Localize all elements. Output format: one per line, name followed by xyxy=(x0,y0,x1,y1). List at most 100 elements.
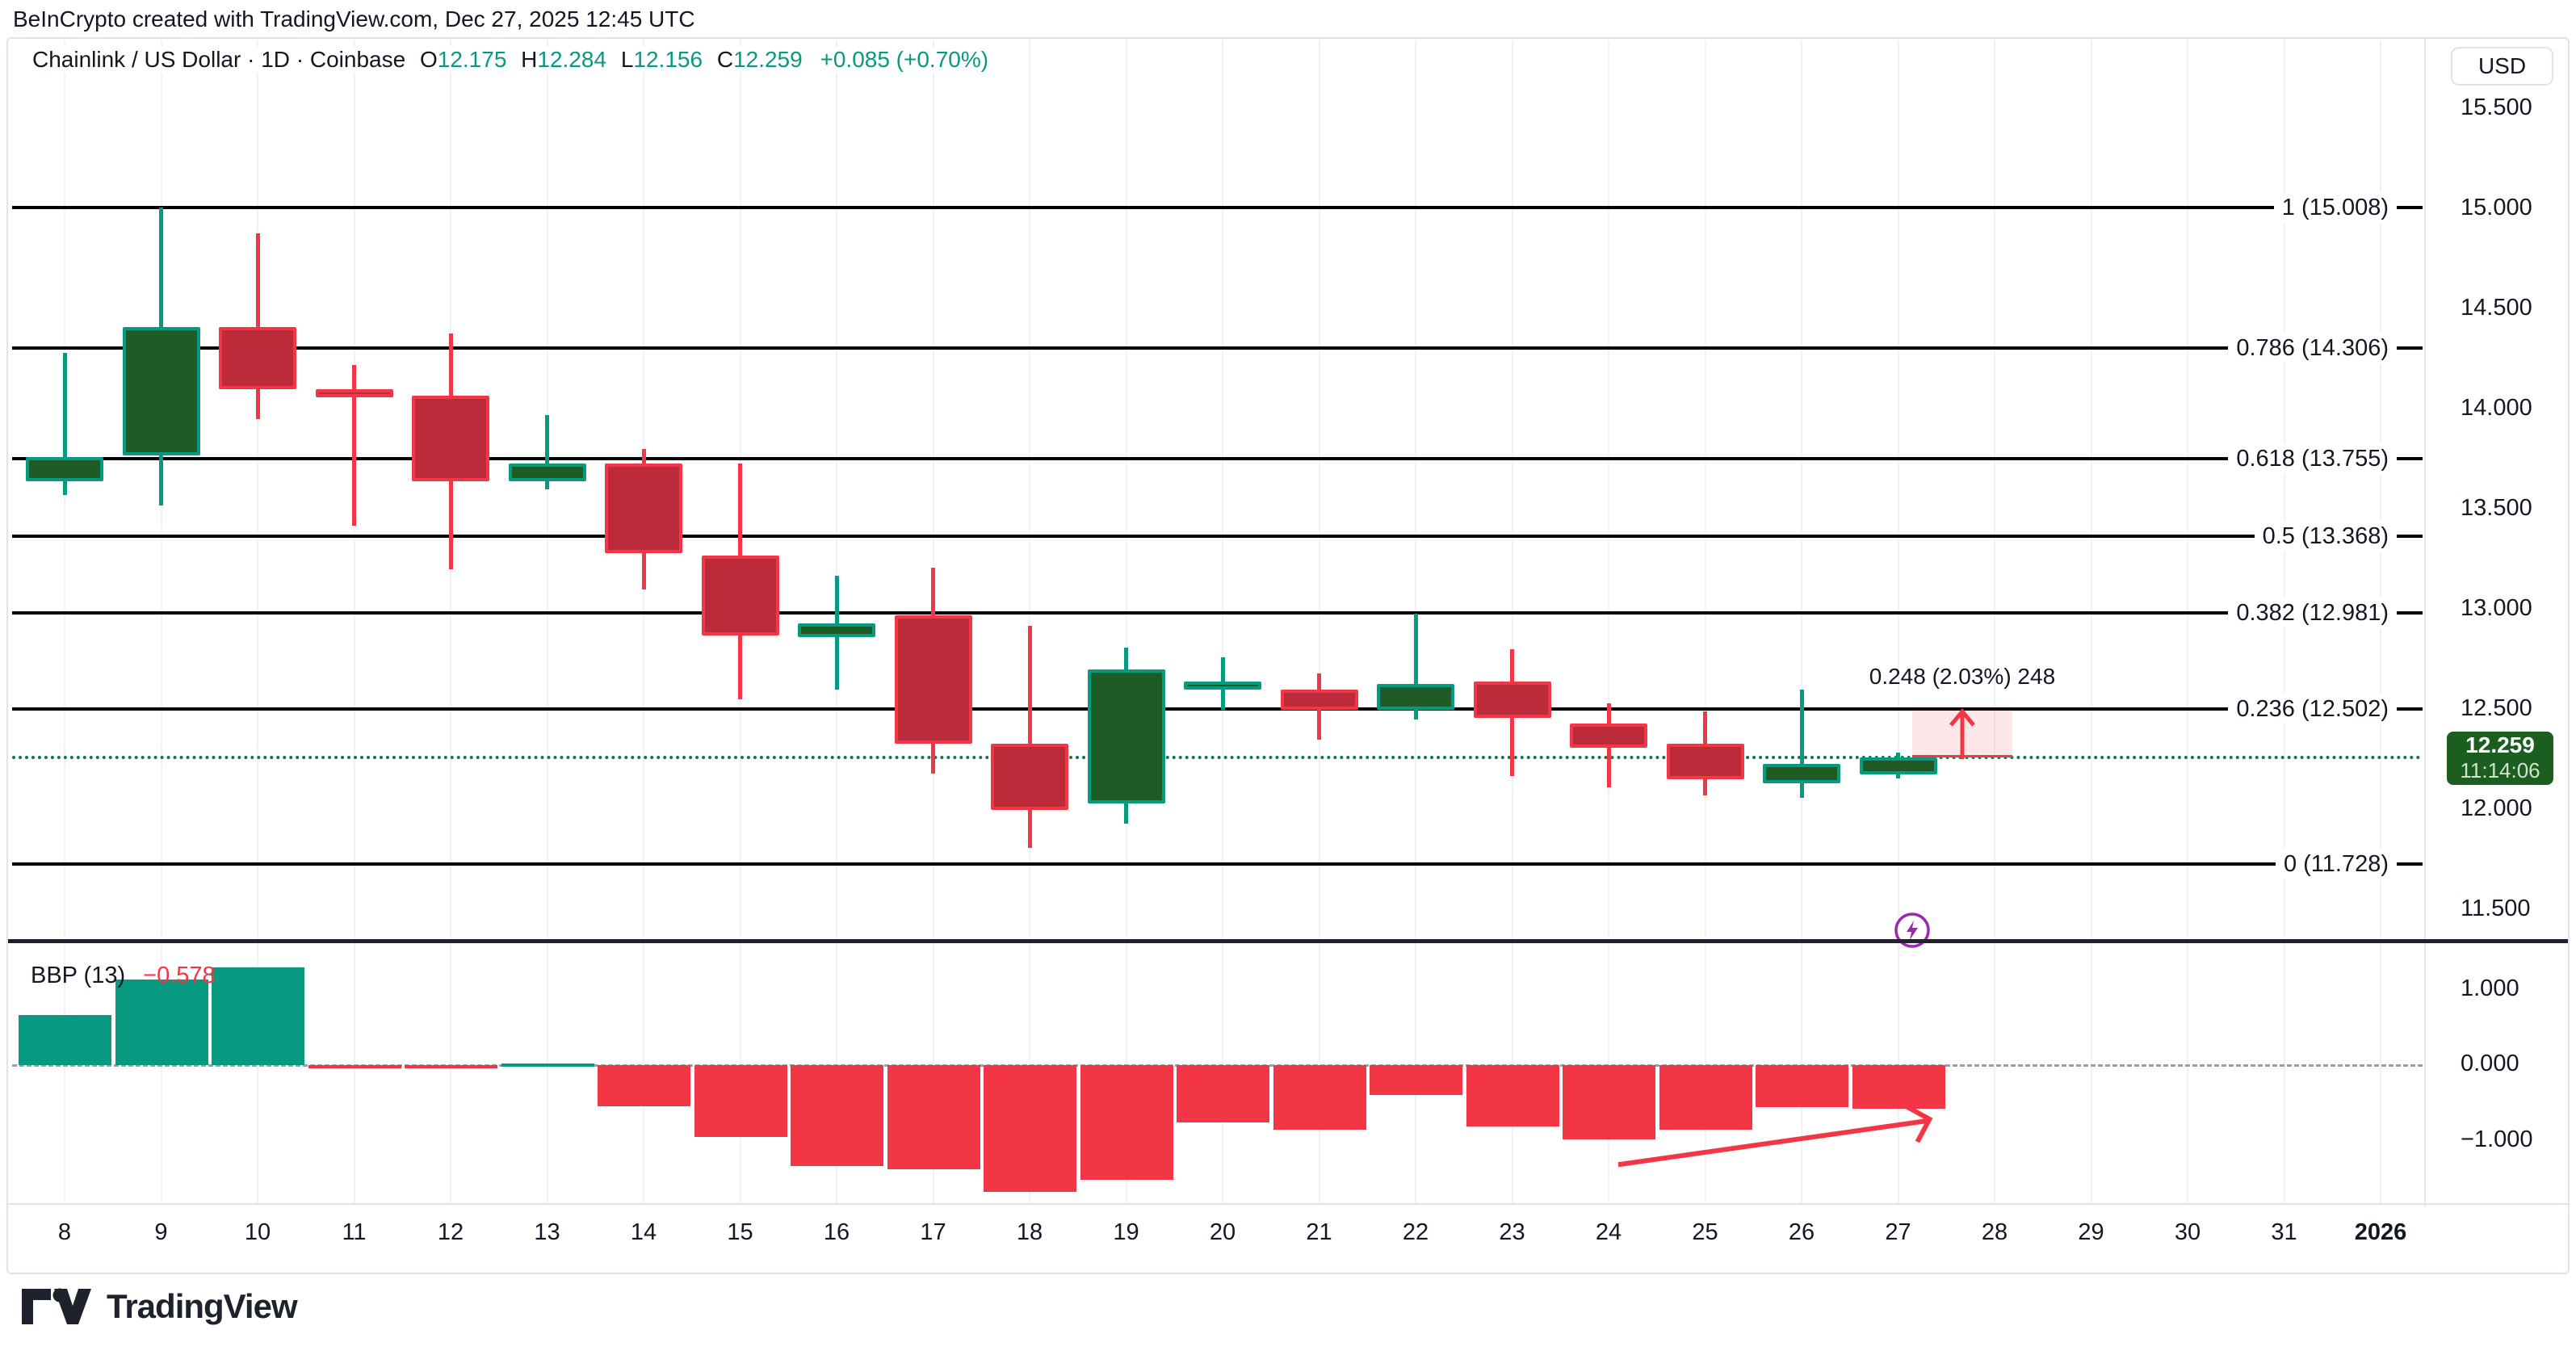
candle-wick xyxy=(545,415,549,490)
fib-retracement-line[interactable] xyxy=(12,707,2423,711)
time-axis-label[interactable]: 22 xyxy=(1402,1219,1429,1245)
bbp-trend-arrow[interactable] xyxy=(1610,1097,1951,1189)
bbp-histogram-bar[interactable] xyxy=(1466,1065,1559,1126)
candlestick[interactable] xyxy=(1859,757,1937,775)
bbp-histogram-bar[interactable] xyxy=(501,1063,594,1068)
bbp-histogram-bar[interactable] xyxy=(1080,1065,1173,1181)
time-axis-label[interactable]: 30 xyxy=(2174,1219,2201,1245)
time-axis-label[interactable]: 9 xyxy=(154,1219,168,1245)
time-axis-label[interactable]: 23 xyxy=(1499,1219,1525,1245)
candlestick[interactable] xyxy=(1666,743,1744,780)
bbp-indicator-legend[interactable]: BBP (13) −0.578 xyxy=(31,963,216,989)
bbp-histogram-bar[interactable] xyxy=(1756,1065,1848,1108)
vertical-gridline xyxy=(1801,40,1802,1203)
time-axis-label[interactable]: 27 xyxy=(1885,1219,1911,1245)
tradingview-logo[interactable]: TradingView xyxy=(21,1287,298,1326)
bbp-histogram-bar[interactable] xyxy=(19,1015,111,1065)
candlestick[interactable] xyxy=(1763,763,1840,784)
fib-level-label: 0.618 (13.755) xyxy=(2228,443,2397,474)
bbp-histogram-bar[interactable] xyxy=(1852,1065,1945,1110)
candlestick[interactable] xyxy=(991,743,1068,810)
time-axis-label[interactable]: 19 xyxy=(1113,1219,1139,1245)
projection-up-arrow-icon[interactable] xyxy=(1946,706,1978,761)
candlestick[interactable] xyxy=(605,463,682,554)
vertical-gridline xyxy=(1125,40,1127,1203)
bbp-histogram-bar[interactable] xyxy=(598,1065,690,1107)
price-axis-tick: 12.000 xyxy=(2461,795,2532,821)
time-axis-label[interactable]: 8 xyxy=(57,1219,72,1245)
bbp-histogram-bar[interactable] xyxy=(887,1065,980,1170)
symbol-title[interactable]: Chainlink / US Dollar · 1D · Coinbase xyxy=(32,47,406,72)
vertical-gridline xyxy=(2090,40,2092,1203)
candlestick[interactable] xyxy=(26,457,103,482)
time-axis-label[interactable]: 2026 xyxy=(2354,1219,2407,1245)
bbp-histogram-bar[interactable] xyxy=(1659,1065,1752,1131)
time-axis-label[interactable]: 13 xyxy=(534,1219,560,1245)
time-axis-label[interactable]: 18 xyxy=(1016,1219,1043,1245)
fib-retracement-line[interactable] xyxy=(12,457,2423,460)
candlestick[interactable] xyxy=(1473,682,1551,718)
candlestick[interactable] xyxy=(701,555,779,636)
candle-wick xyxy=(255,233,260,420)
fib-level-label: 0.382 (12.981) xyxy=(2228,598,2397,628)
bbp-histogram-bar[interactable] xyxy=(1370,1065,1462,1096)
ohlc-high-label: H xyxy=(521,47,538,72)
time-axis-label[interactable]: 16 xyxy=(823,1219,850,1245)
time-axis-label[interactable]: 29 xyxy=(2078,1219,2104,1245)
bbp-histogram-bar[interactable] xyxy=(694,1065,787,1137)
bbp-histogram-bar[interactable] xyxy=(308,1065,401,1068)
ohlc-low-label: L xyxy=(620,47,634,72)
fib-retracement-line[interactable] xyxy=(12,206,2423,209)
candlestick[interactable] xyxy=(508,463,586,482)
time-axis-label[interactable]: 24 xyxy=(1595,1219,1622,1245)
candlestick[interactable] xyxy=(798,623,875,638)
fib-retracement-line[interactable] xyxy=(12,862,2423,866)
bbp-axis-tick: −1.000 xyxy=(2461,1126,2533,1152)
time-axis-label[interactable]: 12 xyxy=(437,1219,464,1245)
price-axis-tick: 13.000 xyxy=(2461,595,2532,621)
candle-wick xyxy=(1027,625,1032,848)
candlestick[interactable] xyxy=(315,389,393,398)
fib-retracement-line[interactable] xyxy=(12,535,2423,538)
time-axis-label[interactable]: 25 xyxy=(1692,1219,1718,1245)
time-scale-separator[interactable] xyxy=(8,1203,2568,1205)
fib-level-label: 0.5 (13.368) xyxy=(2254,521,2397,552)
candlestick[interactable] xyxy=(894,615,972,744)
bbp-histogram-bar[interactable] xyxy=(1177,1065,1269,1123)
time-axis-label[interactable]: 15 xyxy=(727,1219,753,1245)
fib-retracement-line[interactable] xyxy=(12,611,2423,615)
candlestick[interactable] xyxy=(1087,669,1165,804)
price-scale-separator[interactable] xyxy=(2424,39,2426,1206)
time-axis-label[interactable]: 20 xyxy=(1209,1219,1236,1245)
bbp-histogram-bar[interactable] xyxy=(212,967,304,1065)
candlestick[interactable] xyxy=(122,327,200,455)
candlestick[interactable] xyxy=(1280,689,1358,710)
bbp-histogram-bar[interactable] xyxy=(115,980,208,1065)
fib-retracement-line[interactable] xyxy=(12,346,2423,350)
candlestick[interactable] xyxy=(1570,724,1647,748)
candlestick[interactable] xyxy=(219,327,296,390)
time-axis-label[interactable]: 14 xyxy=(630,1219,657,1245)
bbp-histogram-bar[interactable] xyxy=(1273,1065,1366,1131)
last-price-badge[interactable]: 12.259 11:14:06 xyxy=(2447,732,2553,785)
attribution-text: BeInCrypto created with TradingView.com,… xyxy=(13,6,695,31)
flash-icon[interactable] xyxy=(1893,911,1932,950)
time-axis-label[interactable]: 28 xyxy=(1981,1219,2008,1245)
vertical-gridline xyxy=(1222,40,1223,1203)
bbp-histogram-bar[interactable] xyxy=(405,1065,497,1068)
time-axis-label[interactable]: 26 xyxy=(1788,1219,1815,1245)
candlestick[interactable] xyxy=(1377,683,1454,710)
candlestick[interactable] xyxy=(412,395,489,482)
time-axis-label[interactable]: 31 xyxy=(2271,1219,2297,1245)
bbp-histogram-bar[interactable] xyxy=(791,1065,883,1167)
time-axis-label[interactable]: 11 xyxy=(342,1219,367,1245)
candlestick[interactable] xyxy=(1184,682,1261,690)
currency-button[interactable]: USD xyxy=(2451,47,2553,86)
bbp-axis-tick: 0.000 xyxy=(2461,1051,2519,1076)
time-axis-label[interactable]: 10 xyxy=(244,1219,271,1245)
bbp-histogram-bar[interactable] xyxy=(984,1065,1076,1193)
bbp-histogram-bar[interactable] xyxy=(1563,1065,1655,1139)
pane-separator[interactable] xyxy=(8,939,2568,943)
time-axis-label[interactable]: 17 xyxy=(920,1219,946,1245)
time-axis-label[interactable]: 21 xyxy=(1306,1219,1332,1245)
